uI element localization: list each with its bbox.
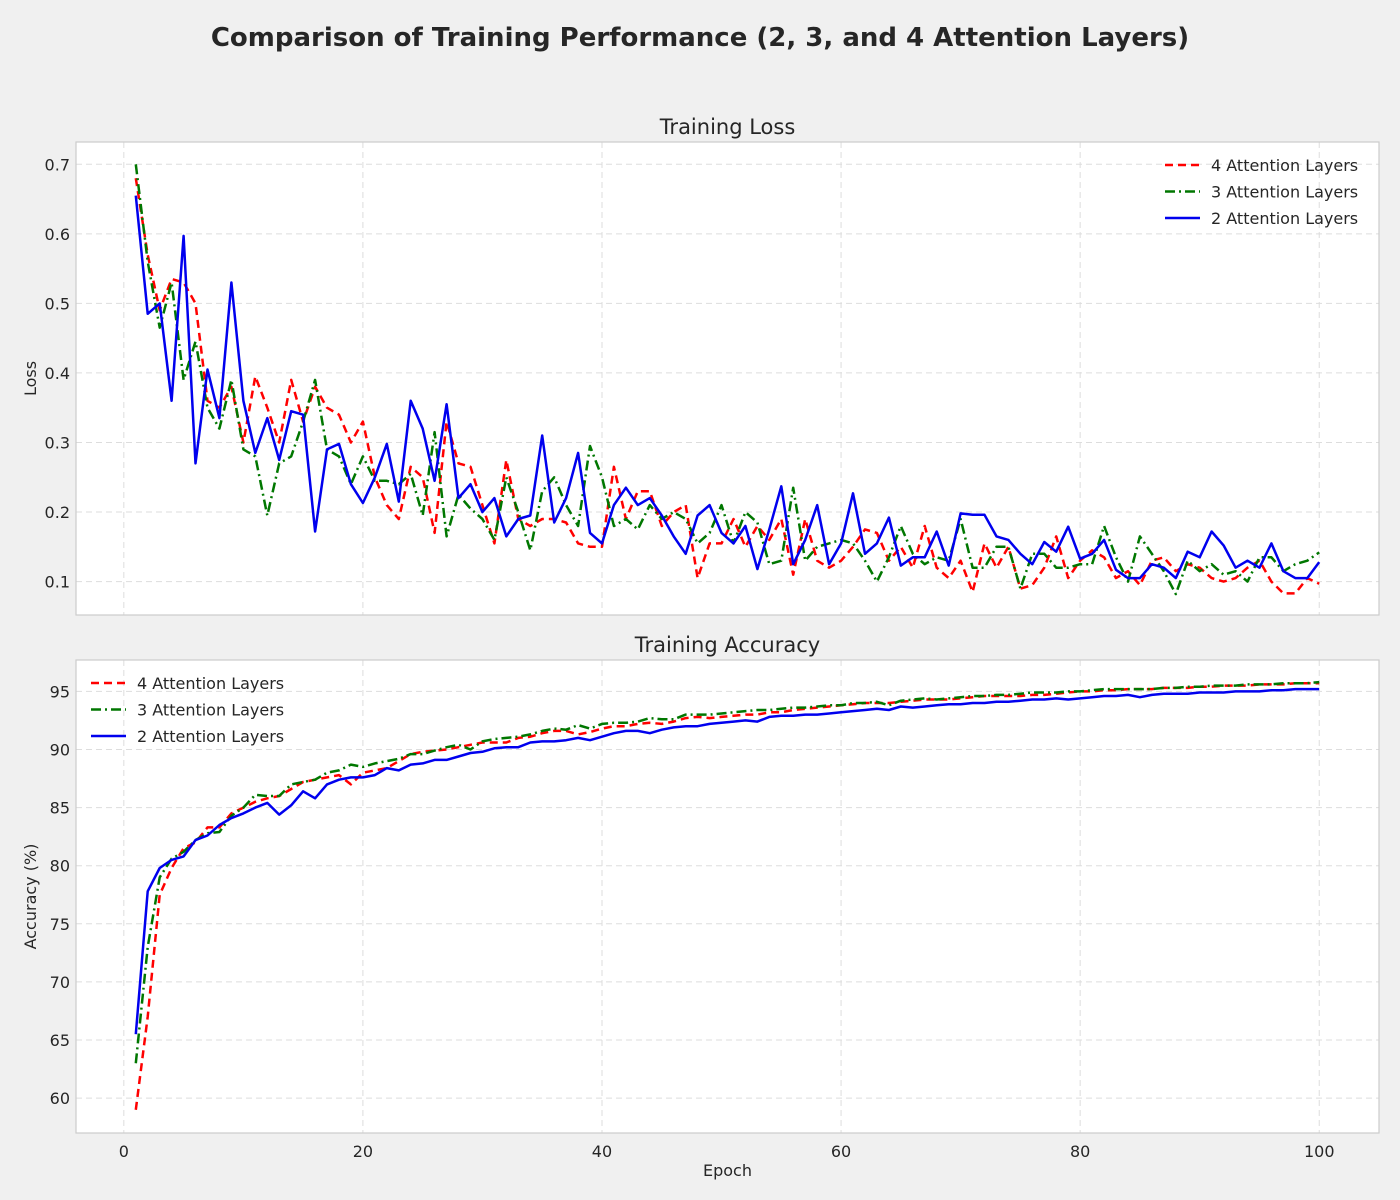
y-tick-label: 75 [50,915,70,934]
y-tick-label: 0.1 [45,573,70,592]
y-tick-label: 85 [50,799,70,818]
figure-title: Comparison of Training Performance (2, 3… [211,23,1189,53]
x-axis-label: Epoch [703,1161,752,1180]
y-tick-label: 0.2 [45,503,70,522]
series-line [134,680,1320,1064]
series-line [134,195,1321,580]
legend-label: 3 Attention Layers [137,701,284,720]
plot-frame [75,141,1380,616]
legend-label: 4 Attention Layers [1211,156,1358,175]
y-tick-label: 0.5 [45,294,70,313]
y-axis-label: Loss [21,361,40,396]
chart-accuracy: 60 65 70 75 80 85 90 95 0 20 40 60 80 100 Training Acc… [21,633,1380,1180]
chart-title: Training Loss [659,115,796,139]
plot-area [76,660,1379,1133]
y-tick-label: 0.7 [45,155,70,174]
y-tick-label: 70 [50,973,70,992]
x-tick-label: 60 [831,1142,851,1161]
y-tick-label: 0.6 [45,225,70,244]
legend-label: 4 Attention Layers [137,674,284,693]
y-tick-label: 95 [50,682,70,701]
chart-loss: 0.1 0.2 0.3 0.4 0.5 0.6 0.7 Training Loss Loss 4 … [21,115,1380,616]
y-tick-label: 60 [50,1089,70,1108]
plot-area [76,142,1379,615]
y-tick-label: 90 [50,740,70,759]
series-line [134,687,1320,1035]
x-tick-label: 0 [119,1142,129,1161]
y-tick-label: 80 [50,857,70,876]
series-line [134,164,1320,596]
x-tick-label: 80 [1070,1142,1090,1161]
y-axis-label: Accuracy (%) [21,844,40,950]
y-tick-label: 0.4 [45,364,70,383]
x-tick-label: 100 [1304,1142,1335,1161]
series-line [134,178,1320,595]
y-tick-label: 65 [50,1031,70,1050]
plot-frame [75,659,1380,1134]
legend-label: 3 Attention Layers [1211,183,1358,202]
legend-label: 2 Attention Layers [137,727,284,746]
x-tick-label: 20 [353,1142,373,1161]
x-tick-label: 40 [592,1142,612,1161]
y-tick-label: 0.3 [45,433,70,452]
chart-title: Training Accuracy [634,633,820,657]
legend-label: 2 Attention Layers [1211,209,1358,228]
